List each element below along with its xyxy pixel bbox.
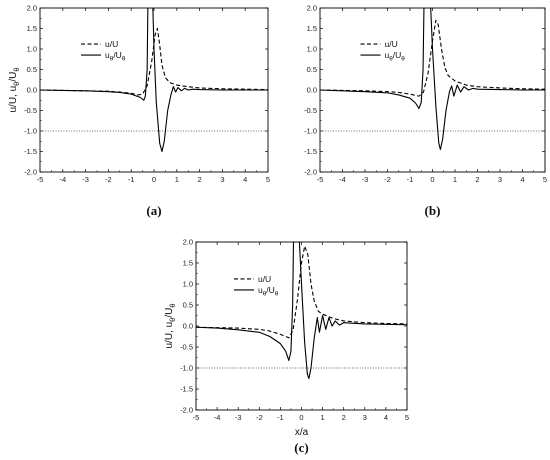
y-tick-label: -1.0 [304,127,317,136]
y-tick-label: 2.0 [27,4,37,13]
x-tick-label: 3 [363,413,367,422]
y-tick-label: 1.5 [183,259,193,268]
chart-panel-1: -5 -4 -3 -2 -1 0 1 2 3 4 5 -2.0 -1.5 -1.0 -0.5 0.0 0.5 1.… [8,4,270,218]
series-group [320,8,545,150]
series-line-utheta [320,8,545,150]
y-tick-label: 0.5 [183,301,193,310]
y-tick-label: -0.5 [24,106,37,115]
legend-label: u/U [258,274,271,284]
x-tick-label: -2 [384,175,391,184]
y-axis-title: u/U, uθ/Uθ [164,303,177,348]
legend-label: uθ/Uθ [105,50,126,63]
x-tick-label: 1 [321,413,325,422]
y-tick-label: 1.0 [183,280,193,289]
y-tick-label: -2.0 [304,168,317,177]
y-tick-label: 0.0 [27,86,37,95]
y-tick-label: -1.5 [304,147,317,156]
x-tick-label: 4 [243,175,247,184]
y-tick-label: 1.0 [27,45,37,54]
x-tick-label: -4 [214,413,221,422]
y-tick-label: 2.0 [307,4,317,13]
x-tick-label: -2 [256,413,263,422]
y-tick-label: -1.0 [180,364,193,373]
x-tick-label: -1 [407,175,414,184]
x-tick-label: 4 [384,413,388,422]
x-tick-label: -1 [128,175,135,184]
x-tick-label: 0 [299,413,303,422]
series-line-u [196,245,407,339]
series-group [40,8,268,153]
x-tick-label: 5 [405,413,409,422]
y-tick-label: -1.5 [180,385,193,394]
y-tick-label: -1.5 [24,147,37,156]
y-tick-label: 1.0 [307,45,317,54]
y-tick-label: 1.5 [307,24,317,33]
x-tick-label: 5 [543,175,547,184]
series-line-u [320,19,545,97]
y-axis-title: u/U, uθ/Uθ [8,67,21,112]
x-tick-label: -2 [105,175,112,184]
y-tick-label: 0.0 [183,322,193,331]
x-tick-label: -5 [193,413,200,422]
x-tick-label: 0 [152,175,156,184]
legend-label: u/U [105,39,118,49]
x-tick-label: -4 [59,175,66,184]
x-tick-label: 1 [453,175,457,184]
x-tick-label: 4 [520,175,524,184]
x-tick-label: 3 [498,175,502,184]
panel-label: (a) [146,203,161,218]
y-tick-label: 1.5 [27,24,37,33]
panel-label: (c) [294,440,308,455]
y-tick-label: -2.0 [180,406,193,415]
x-tick-label: 0 [430,175,434,184]
x-tick-label: 5 [266,175,270,184]
x-tick-label: 2 [475,175,479,184]
y-tick-label: 0.5 [27,65,37,74]
y-tick-label: -0.5 [304,106,317,115]
x-tick-label: 3 [220,175,224,184]
chart-panel-3: -5 -4 -3 -2 -1 0 1 2 3 4 5 -2.0 -1.5 -1.0 -0.5 0.0 0.5 1.… [164,238,409,455]
y-tick-label: 0.0 [307,86,317,95]
x-tick-label: 2 [198,175,202,184]
x-tick-label: -5 [37,175,44,184]
x-tick-label: 1 [175,175,179,184]
panel-label: (b) [425,203,441,218]
series-line-utheta [196,242,407,380]
legend-label: uθ/Uθ [258,285,279,298]
series-group [196,242,407,380]
series-line-utheta [40,8,268,153]
y-tick-label: 2.0 [183,238,193,247]
chart-panel-2: -5 -4 -3 -2 -1 0 1 2 3 4 5 -2.0 -1.5 -1.0 -0.5 0.0 0.5 1.… [304,4,547,218]
y-tick-label: -0.5 [180,343,193,352]
x-axis-title: x/a [295,427,309,438]
y-tick-label: -2.0 [24,168,37,177]
x-tick-label: 2 [342,413,346,422]
x-tick-label: -4 [339,175,346,184]
x-tick-label: -3 [235,413,242,422]
y-tick-label: -1.0 [24,127,37,136]
x-tick-label: -3 [362,175,369,184]
legend-label: uθ/Uθ [385,50,406,63]
x-tick-label: -1 [277,413,284,422]
x-tick-label: -5 [317,175,324,184]
x-tick-label: -3 [82,175,89,184]
y-tick-label: 0.5 [307,65,317,74]
legend-label: u/U [385,39,398,49]
